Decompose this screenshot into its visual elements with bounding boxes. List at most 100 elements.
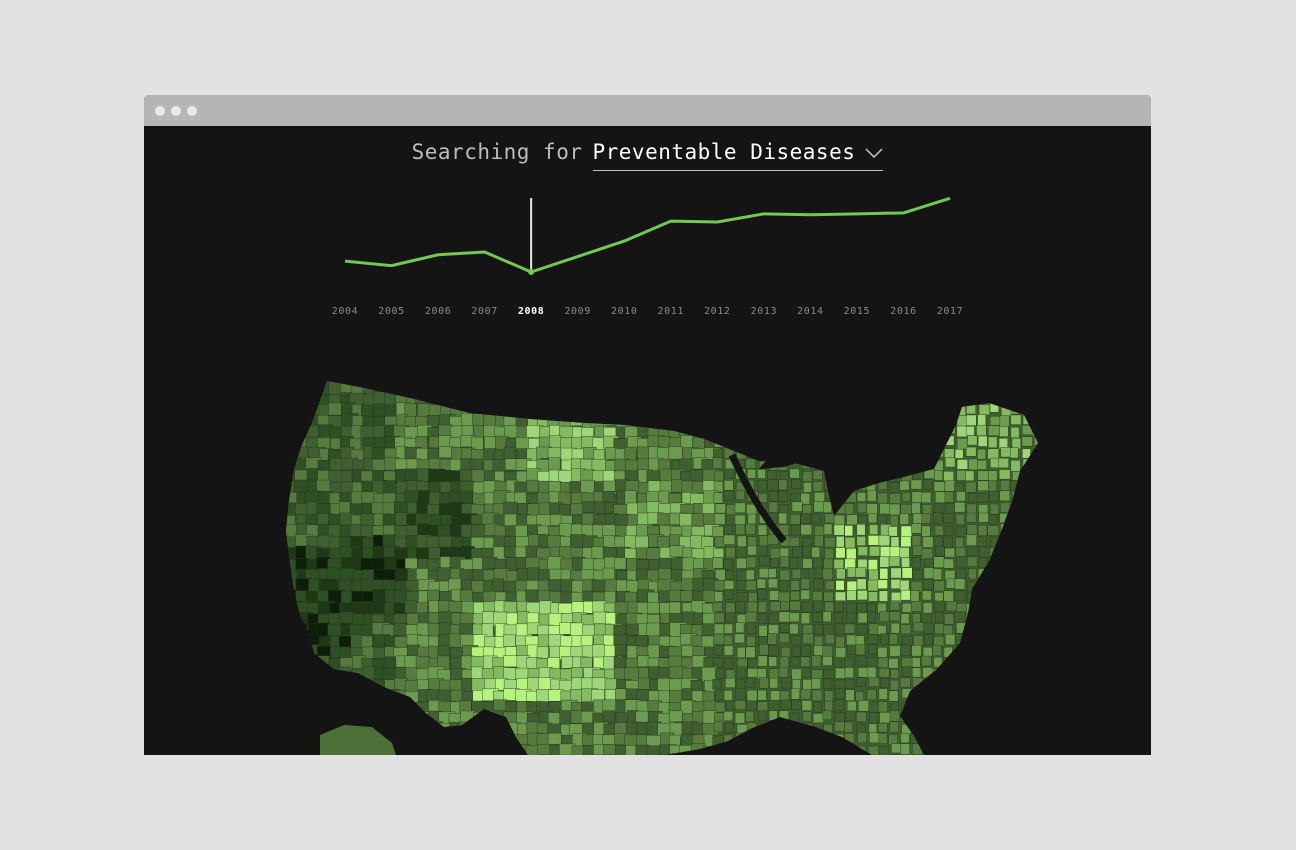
- county-cell[interactable]: [396, 734, 411, 749]
- county-cell[interactable]: [803, 482, 812, 493]
- county-cell[interactable]: [778, 666, 789, 678]
- county-cell[interactable]: [472, 745, 490, 755]
- county-cell[interactable]: [900, 733, 910, 744]
- county-cell[interactable]: [824, 513, 836, 524]
- county-cell[interactable]: [449, 458, 462, 472]
- county-cell[interactable]: [691, 372, 707, 386]
- county-cell[interactable]: [701, 427, 716, 441]
- county-cell[interactable]: [867, 657, 879, 668]
- county-cell[interactable]: [846, 590, 857, 601]
- county-cell[interactable]: [954, 482, 964, 492]
- county-cell[interactable]: [768, 568, 777, 578]
- county-cell[interactable]: [935, 491, 946, 503]
- county-cell[interactable]: [879, 568, 889, 580]
- county-cell[interactable]: [735, 424, 745, 436]
- county-cell[interactable]: [987, 392, 998, 404]
- county-cell[interactable]: [481, 746, 497, 755]
- county-cell[interactable]: [866, 503, 878, 515]
- county-cell[interactable]: [888, 470, 898, 482]
- county-cell[interactable]: [823, 669, 835, 679]
- county-cell[interactable]: [1044, 656, 1054, 665]
- county-cell[interactable]: [912, 545, 924, 556]
- county-cell[interactable]: [395, 712, 409, 728]
- county-cell[interactable]: [748, 734, 759, 745]
- county-cell[interactable]: [439, 745, 455, 755]
- county-cell[interactable]: [327, 712, 341, 729]
- county-cell[interactable]: [846, 580, 857, 592]
- county-cell[interactable]: [393, 382, 409, 398]
- county-cell[interactable]: [900, 589, 911, 601]
- county-cell[interactable]: [526, 479, 539, 493]
- county-cell[interactable]: [768, 612, 780, 625]
- county-cell[interactable]: [769, 393, 778, 404]
- county-cell[interactable]: [537, 382, 553, 396]
- county-cell[interactable]: [603, 381, 618, 396]
- county-cell[interactable]: [417, 744, 433, 755]
- county-cell[interactable]: [1033, 470, 1045, 482]
- county-cell[interactable]: [296, 446, 309, 459]
- county-cell[interactable]: [724, 381, 736, 393]
- county-cell[interactable]: [1000, 392, 1011, 403]
- county-cell[interactable]: [878, 403, 889, 415]
- county-cell[interactable]: [899, 480, 910, 491]
- county-cell[interactable]: [921, 700, 931, 711]
- county-cell[interactable]: [780, 382, 791, 393]
- county-cell[interactable]: [877, 646, 888, 658]
- county-cell[interactable]: [747, 468, 756, 479]
- county-cell[interactable]: [857, 502, 867, 513]
- county-cell[interactable]: [880, 427, 891, 437]
- county-cell[interactable]: [308, 699, 321, 715]
- county-cell[interactable]: [361, 711, 376, 726]
- county-cell[interactable]: [1000, 523, 1011, 535]
- county-cell[interactable]: [769, 370, 779, 380]
- trend-point-2017[interactable]: [947, 195, 953, 201]
- county-cell[interactable]: [880, 633, 889, 645]
- county-cell[interactable]: [724, 425, 736, 437]
- county-cell[interactable]: [470, 391, 483, 406]
- county-cell[interactable]: [712, 457, 723, 469]
- county-cell[interactable]: [429, 743, 443, 755]
- county-cell[interactable]: [437, 391, 453, 407]
- county-cell[interactable]: [999, 600, 1012, 611]
- county-cell[interactable]: [833, 524, 845, 536]
- county-cell[interactable]: [1009, 743, 1021, 754]
- county-cell[interactable]: [1023, 559, 1033, 569]
- county-cell[interactable]: [800, 645, 811, 657]
- county-cell[interactable]: [616, 372, 633, 385]
- county-cell[interactable]: [637, 381, 651, 393]
- year-label-2006[interactable]: 2006: [425, 306, 451, 317]
- county-cell[interactable]: [1044, 559, 1053, 570]
- county-cell[interactable]: [812, 481, 823, 492]
- county-cell[interactable]: [911, 370, 922, 379]
- county-cell[interactable]: [570, 392, 587, 407]
- county-cell[interactable]: [712, 679, 722, 690]
- county-cell[interactable]: [1012, 688, 1022, 699]
- county-cell[interactable]: [802, 504, 812, 515]
- county-cell[interactable]: [735, 490, 745, 501]
- county-cell[interactable]: [736, 448, 747, 460]
- county-cell[interactable]: [470, 721, 487, 734]
- county-cell[interactable]: [912, 667, 922, 678]
- county-cell[interactable]: [383, 371, 398, 384]
- county-cell[interactable]: [900, 613, 910, 624]
- county-cell[interactable]: [877, 414, 887, 426]
- county-cell[interactable]: [681, 688, 694, 700]
- county-cell[interactable]: [1001, 404, 1013, 417]
- county-cell[interactable]: [746, 601, 758, 613]
- county-cell[interactable]: [879, 381, 890, 392]
- county-cell[interactable]: [844, 536, 856, 549]
- county-cell[interactable]: [494, 732, 507, 748]
- county-cell[interactable]: [451, 536, 464, 548]
- county-cell[interactable]: [802, 633, 814, 644]
- county-cell[interactable]: [1032, 600, 1044, 612]
- county-cell[interactable]: [1000, 745, 1011, 755]
- county-cell[interactable]: [715, 668, 725, 679]
- county-cell[interactable]: [987, 733, 998, 745]
- county-cell[interactable]: [1045, 635, 1055, 646]
- county-cell[interactable]: [449, 370, 466, 384]
- county-cell[interactable]: [944, 480, 956, 492]
- window-dot-maximize[interactable]: [187, 106, 197, 116]
- county-cell[interactable]: [954, 611, 966, 623]
- county-cell[interactable]: [383, 480, 396, 495]
- county-cell[interactable]: [725, 678, 736, 688]
